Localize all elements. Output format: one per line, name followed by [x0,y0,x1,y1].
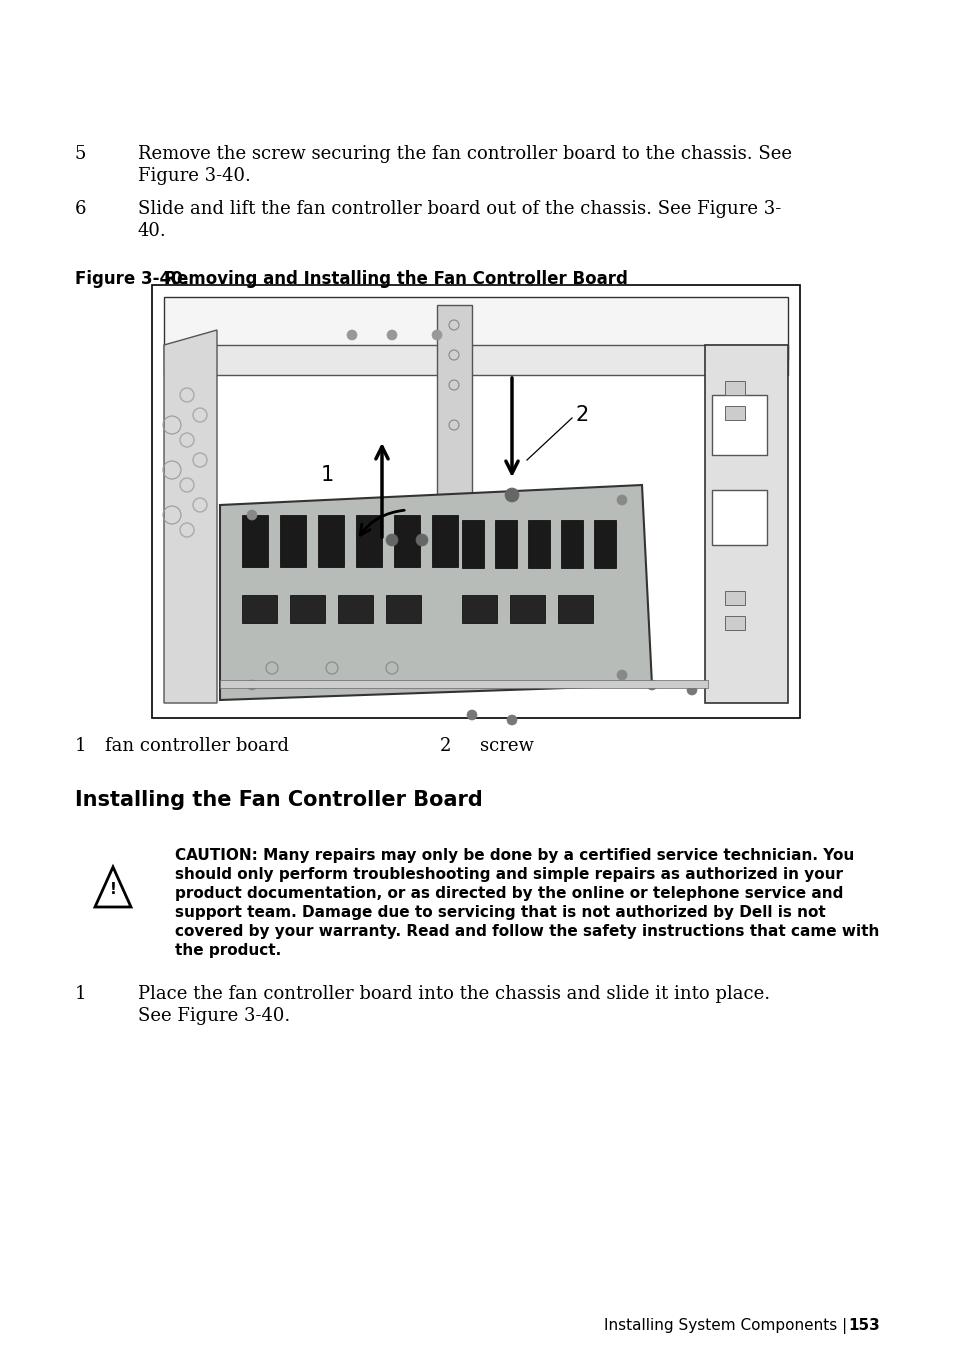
Bar [280,515,306,567]
Circle shape [432,330,441,340]
Polygon shape [436,305,472,505]
Bar [242,515,268,567]
Text: fan controller board: fan controller board [105,737,289,756]
Text: product documentation, or as directed by the online or telephone service and: product documentation, or as directed by… [174,886,842,900]
Bar [711,395,766,455]
Text: Installing System Components |: Installing System Components | [603,1317,851,1334]
Polygon shape [220,485,651,700]
Bar [495,520,517,567]
Text: !: ! [110,881,116,896]
Text: 6: 6 [75,200,87,218]
Polygon shape [95,867,131,907]
Circle shape [386,533,397,546]
Text: Figure 3-40.: Figure 3-40. [75,269,189,288]
Polygon shape [164,345,787,375]
Bar [290,594,325,623]
Circle shape [247,510,256,520]
Bar [394,515,419,567]
Bar [558,594,593,623]
Bar [594,520,616,567]
Text: support team. Damage due to servicing that is not authorized by Dell is not: support team. Damage due to servicing th… [174,904,825,919]
Text: 1: 1 [75,984,87,1003]
Bar [724,406,744,420]
Text: Remove the screw securing the fan controller board to the chassis. See: Remove the screw securing the fan contro… [138,145,791,162]
Bar [220,680,707,688]
Bar [355,515,381,567]
Bar [724,590,744,605]
Bar [317,515,344,567]
Polygon shape [704,345,787,703]
Text: screw: screw [479,737,534,756]
Text: 1: 1 [320,464,334,485]
Text: Slide and lift the fan controller board out of the chassis. See Figure 3-: Slide and lift the fan controller board … [138,200,781,218]
Text: covered by your warranty. Read and follow the safety instructions that came with: covered by your warranty. Read and follo… [174,923,879,940]
Circle shape [617,496,626,505]
Circle shape [247,680,256,691]
Bar [527,520,550,567]
Text: Figure 3-40.: Figure 3-40. [138,167,251,185]
Text: CAUTION: Many repairs may only be done by a certified service technician. You: CAUTION: Many repairs may only be done b… [174,848,853,862]
Circle shape [467,709,476,720]
Bar [510,594,544,623]
Circle shape [416,533,428,546]
Circle shape [387,330,396,340]
Text: 2: 2 [575,405,588,425]
Text: 1: 1 [75,737,87,756]
Polygon shape [164,330,216,703]
Text: See Figure 3-40.: See Figure 3-40. [138,1007,290,1025]
Text: the product.: the product. [174,942,281,959]
Bar [242,594,276,623]
Bar [337,594,373,623]
Bar [461,520,483,567]
Bar [432,515,457,567]
Bar [724,380,744,395]
Text: Removing and Installing the Fan Controller Board: Removing and Installing the Fan Controll… [147,269,627,288]
Text: 40.: 40. [138,222,167,240]
Bar [560,520,582,567]
Circle shape [686,685,697,695]
Circle shape [646,680,657,691]
Text: should only perform troubleshooting and simple repairs as authorized in your: should only perform troubleshooting and … [174,867,842,881]
Circle shape [504,487,518,502]
Bar [711,490,766,546]
Text: 2: 2 [439,737,451,756]
Text: Place the fan controller board into the chassis and slide it into place.: Place the fan controller board into the … [138,984,769,1003]
Polygon shape [164,297,787,360]
Text: 153: 153 [847,1317,879,1332]
Circle shape [347,330,356,340]
Bar [386,594,420,623]
Circle shape [506,715,517,724]
Bar [724,616,744,630]
Text: Installing the Fan Controller Board: Installing the Fan Controller Board [75,789,482,810]
Bar [152,284,800,718]
Bar [461,594,497,623]
Text: 5: 5 [75,145,87,162]
Circle shape [617,670,626,680]
